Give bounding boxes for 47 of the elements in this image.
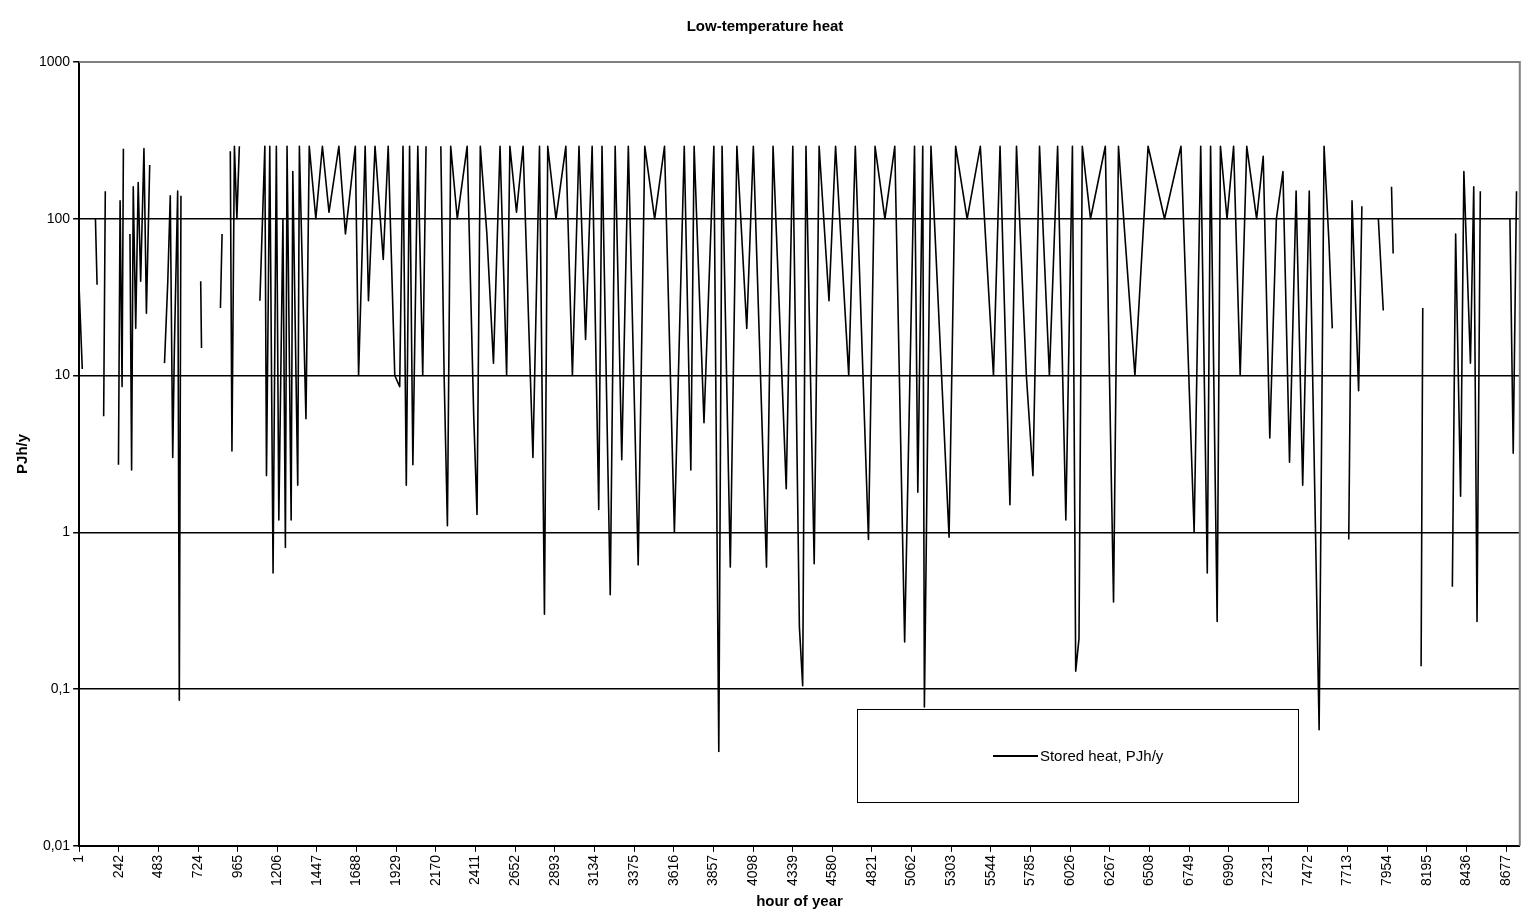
- y-tick-label: 0,1: [50, 679, 71, 696]
- x-tick-label: 4098: [743, 854, 760, 887]
- x-tick-label: 724: [188, 854, 205, 879]
- x-tick-label: 8677: [1497, 854, 1513, 887]
- x-tick-label: 1447: [307, 854, 324, 887]
- y-axis-title: PJh/y: [13, 433, 31, 474]
- x-tick-label: 483: [149, 854, 166, 879]
- x-tick-label: 1688: [347, 854, 364, 887]
- x-tick-label: 5062: [902, 854, 919, 887]
- x-tick-label: 5544: [981, 854, 998, 887]
- y-tick-label: 1: [62, 523, 71, 540]
- chart-title: Low-temperature heat: [686, 17, 844, 35]
- x-tick-label: 6508: [1140, 854, 1157, 887]
- x-tick-label: 2170: [426, 854, 443, 887]
- x-tick-label: 2411: [466, 854, 483, 885]
- x-tick-label: 6026: [1060, 854, 1077, 887]
- x-tick-label: 3134: [585, 854, 602, 887]
- x-tick-label: 7954: [1378, 854, 1395, 887]
- x-tick-label: 1: [70, 854, 86, 863]
- x-tick-label: 7231: [1259, 854, 1276, 887]
- x-tick-label: 6267: [1100, 854, 1117, 887]
- x-tick-label: 1929: [387, 854, 404, 887]
- x-tick-label: 3857: [704, 854, 721, 887]
- x-tick-label: 4580: [823, 854, 840, 887]
- x-tick-label: 1206: [268, 854, 285, 887]
- y-tick-label: 0,01: [42, 836, 71, 853]
- x-tick-label: 7713: [1338, 854, 1355, 887]
- legend-label: Stored heat, PJh/y: [1039, 747, 1164, 765]
- x-tick-label: 8195: [1417, 854, 1434, 887]
- x-tick-label: 2652: [506, 854, 523, 887]
- y-tick-label: 10: [54, 366, 71, 383]
- x-tick-label: 3375: [624, 854, 641, 887]
- x-tick-label: 4339: [783, 854, 800, 887]
- x-tick-label: 4821: [862, 854, 879, 887]
- x-tick-label: 5785: [1021, 854, 1038, 887]
- y-tick-label: 1000: [38, 52, 71, 69]
- x-tick-label: 6749: [1179, 854, 1196, 887]
- x-tick-label: 7472: [1298, 854, 1315, 887]
- x-tick-label: 3616: [664, 854, 681, 887]
- x-tick-label: 6990: [1219, 854, 1236, 887]
- x-tick-label: 965: [228, 854, 245, 879]
- x-axis-title: hour of year: [756, 892, 843, 910]
- x-tick-label: 2893: [545, 854, 562, 887]
- y-tick-label: 100: [46, 209, 71, 226]
- x-tick-label: 242: [109, 854, 126, 879]
- x-tick-label: 5303: [942, 854, 959, 887]
- x-tick-label: 8436: [1457, 854, 1474, 887]
